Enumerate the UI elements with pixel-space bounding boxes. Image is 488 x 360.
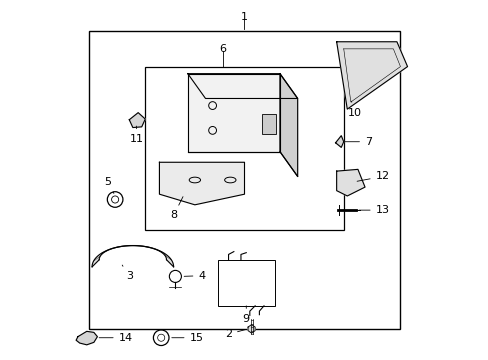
Text: 3: 3 (122, 265, 133, 282)
Text: 5: 5 (104, 177, 114, 193)
Polygon shape (336, 42, 407, 109)
Polygon shape (336, 169, 364, 196)
Bar (262, 114, 276, 134)
Text: 12: 12 (356, 171, 389, 181)
Text: 9: 9 (242, 306, 249, 324)
Polygon shape (279, 74, 297, 176)
Text: 6: 6 (219, 44, 226, 54)
Polygon shape (187, 74, 279, 152)
Text: 15: 15 (171, 333, 203, 343)
Text: 1: 1 (241, 12, 247, 22)
Text: 8: 8 (170, 197, 183, 220)
Text: 10: 10 (346, 101, 361, 118)
Polygon shape (247, 325, 255, 333)
Text: 11: 11 (129, 126, 143, 144)
Polygon shape (187, 74, 297, 99)
Polygon shape (129, 113, 145, 127)
Text: 7: 7 (344, 137, 371, 147)
Bar (145, 67, 343, 230)
Polygon shape (335, 136, 343, 147)
Bar (88, 31, 400, 329)
Text: 13: 13 (358, 205, 389, 215)
Bar (218, 260, 274, 306)
Polygon shape (92, 246, 173, 267)
Polygon shape (159, 162, 244, 205)
Text: 2: 2 (224, 329, 245, 339)
Text: 4: 4 (184, 271, 205, 281)
Text: 14: 14 (99, 333, 133, 343)
Polygon shape (76, 331, 97, 345)
